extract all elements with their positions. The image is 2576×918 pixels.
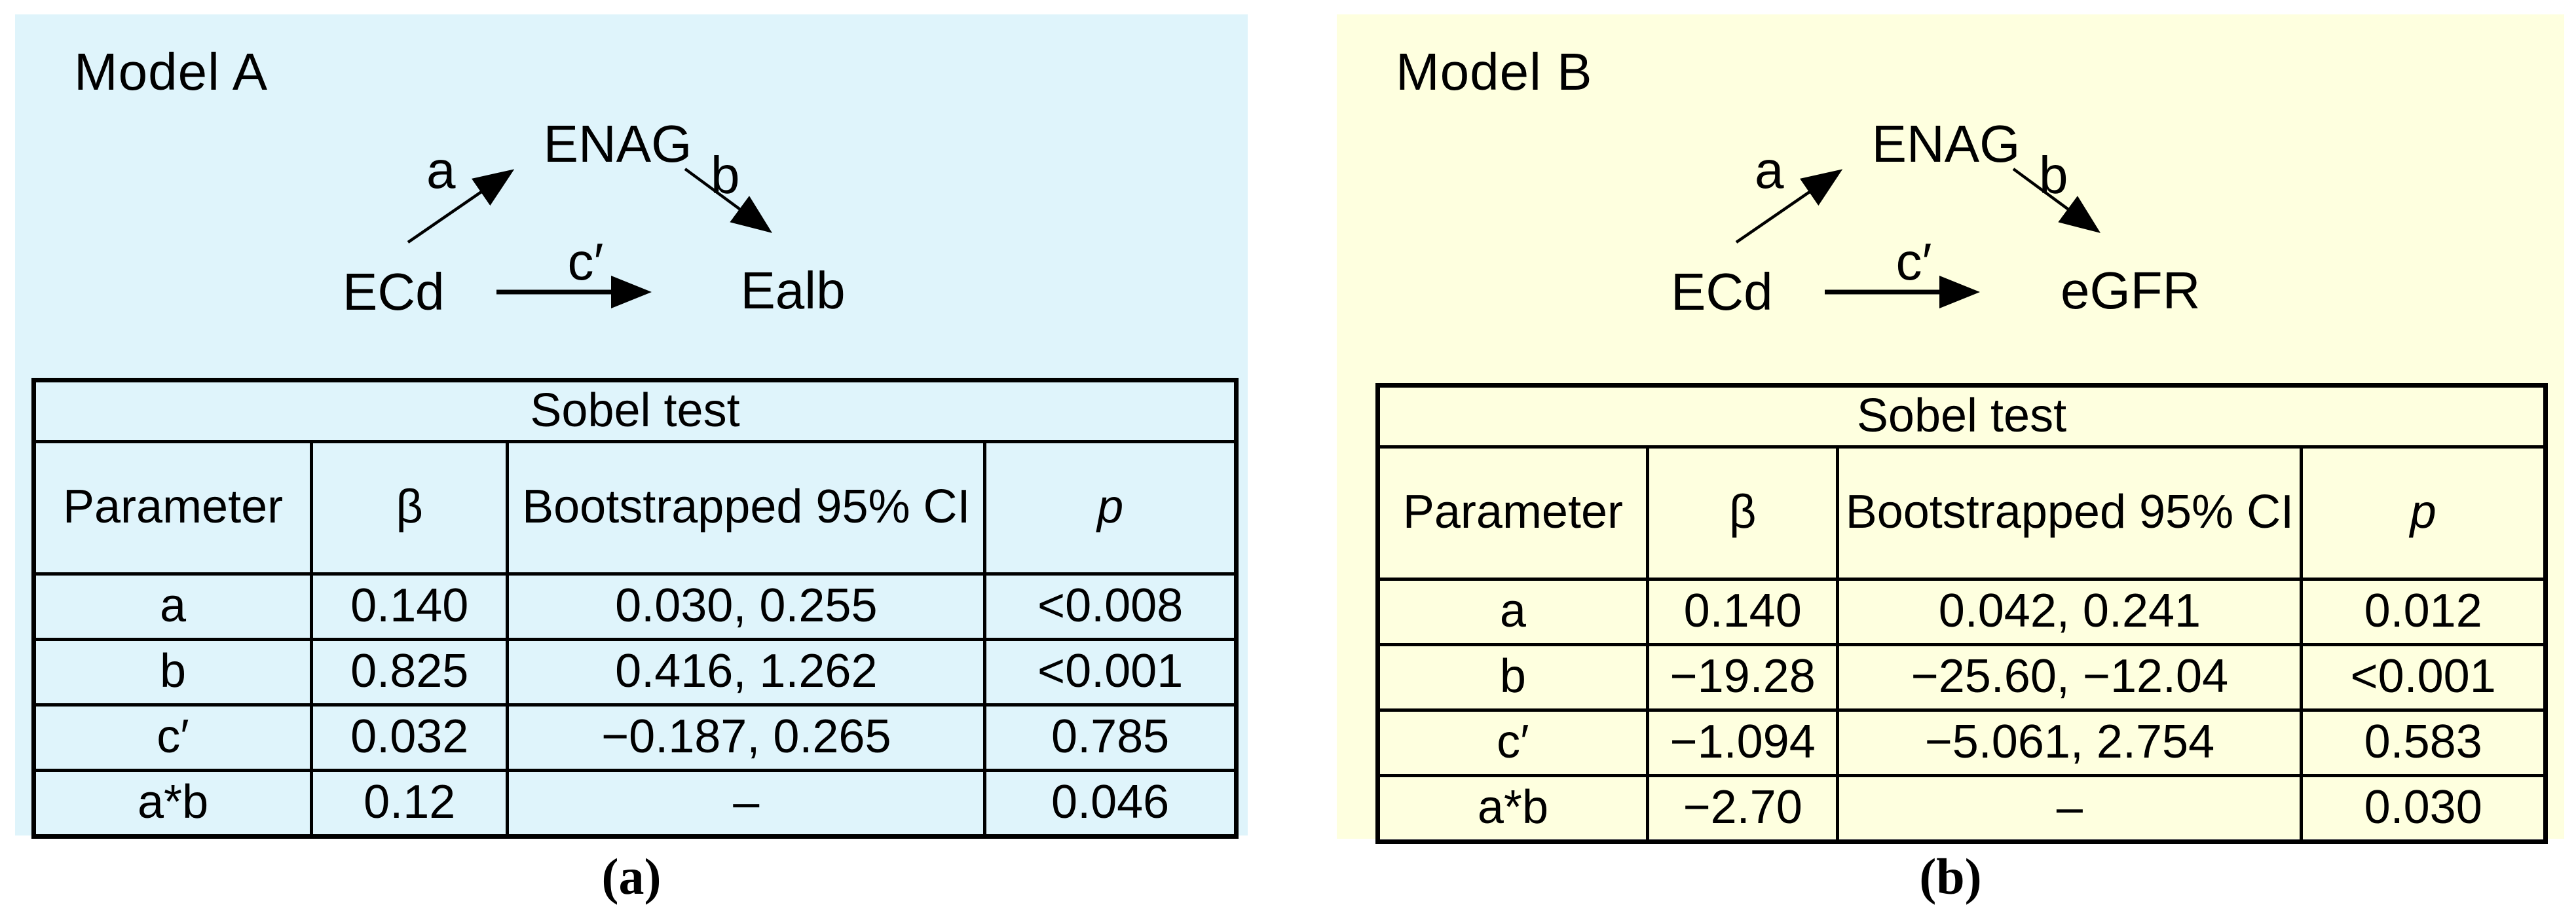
column-header-ci: Bootstrapped 95% CI (1836, 445, 2304, 581)
path-c-label: c′ (567, 232, 604, 291)
table-cell: 0.012 (2300, 577, 2547, 646)
path-a-label: a (1755, 141, 1784, 199)
table-title: Sobel test (1376, 384, 2547, 449)
model-a-panel: Model A ENAG a b c′ ECd Ealb Sobel test … (15, 14, 1248, 839)
column-header-p: p (2300, 445, 2547, 581)
column-header-parameter: Parameter (31, 439, 314, 576)
table-cell: 0.030 (2300, 773, 2547, 843)
sobel-test-table: Sobel test Parameter β Bootstrapped 95% … (1375, 383, 2548, 844)
mediator-node: ENAG (1871, 115, 2021, 173)
table-row: b −19.28 −25.60, −12.04 <0.001 (1376, 642, 2547, 712)
column-header-beta: β (1645, 445, 1840, 581)
table-cell: a*b (1376, 773, 1649, 843)
table-row: a 0.140 0.042, 0.241 0.012 (1376, 577, 2547, 646)
table-row: b 0.825 0.416, 1.262 <0.001 (31, 637, 1238, 707)
column-header-parameter: Parameter (1376, 445, 1649, 581)
table-cell: −0.187, 0.265 (506, 703, 987, 772)
table-row: c′ 0.032 −0.187, 0.265 0.785 (31, 703, 1238, 772)
table-cell: b (31, 637, 314, 707)
table-cell: 0.030, 0.255 (506, 572, 987, 641)
table-header-row: Parameter β Bootstrapped 95% CI p (1376, 445, 2547, 581)
table-cell: 0.12 (310, 768, 510, 838)
table-cell: −2.70 (1645, 773, 1840, 843)
table-cell: b (1376, 642, 1649, 712)
table-row: a*b 0.12 – 0.046 (31, 768, 1238, 838)
table-cell: 0.140 (1645, 577, 1840, 646)
path-b-label: b (2039, 146, 2068, 204)
table-cell: −19.28 (1645, 642, 1840, 712)
figure-caption-a: (a) (601, 848, 662, 905)
mediator-node: ENAG (543, 115, 692, 173)
table-cell: 0.785 (983, 703, 1238, 772)
column-header-p: p (983, 439, 1238, 576)
outcome-node: eGFR (2061, 261, 2201, 320)
figure-caption-b: (b) (1919, 848, 1982, 905)
table-title-row: Sobel test (32, 378, 1238, 443)
table-title: Sobel test (32, 378, 1238, 443)
table-cell: – (1836, 773, 2304, 843)
table-cell: c′ (1376, 708, 1649, 777)
table-row: a 0.140 0.030, 0.255 <0.008 (31, 572, 1238, 641)
path-a-label: a (426, 141, 456, 199)
table-cell: −5.061, 2.754 (1836, 708, 2304, 777)
table-cell: 0.416, 1.262 (506, 637, 987, 707)
table-cell: <0.001 (2300, 642, 2547, 712)
table-cell: a (1376, 577, 1649, 646)
table-header-row: Parameter β Bootstrapped 95% CI p (31, 439, 1238, 576)
table-cell: 0.046 (983, 768, 1238, 838)
table-cell: 0.825 (310, 637, 510, 707)
path-c-label: c′ (1895, 232, 1932, 291)
table-cell: 0.583 (2300, 708, 2547, 777)
table-cell: a (31, 572, 314, 641)
path-a-arrow (1735, 169, 1843, 244)
table-cell: 0.032 (310, 703, 510, 772)
table-cell: 0.140 (310, 572, 510, 641)
table-cell: c′ (31, 703, 314, 772)
table-row: a*b −2.70 – 0.030 (1376, 773, 2547, 843)
panel-title: Model A (74, 43, 269, 101)
path-b-label: b (711, 146, 740, 204)
model-b-panel: Model B ENAG a b c′ ECd eGFR Sobel test … (1337, 14, 2564, 844)
table-cell: −25.60, −12.04 (1836, 642, 2304, 712)
table-title-row: Sobel test (1376, 384, 2547, 449)
table-cell: <0.008 (983, 572, 1238, 641)
exposure-node: ECd (343, 263, 445, 321)
panel-title: Model B (1396, 43, 1593, 101)
path-a-arrow (407, 169, 515, 244)
table-cell: – (506, 768, 987, 838)
table-cell: −1.094 (1645, 708, 1840, 777)
table-cell: 0.042, 0.241 (1836, 577, 2304, 646)
sobel-test-table: Sobel test Parameter β Bootstrapped 95% … (31, 378, 1239, 839)
exposure-node: ECd (1671, 263, 1773, 321)
outcome-node: Ealb (740, 261, 846, 320)
column-header-beta: β (310, 439, 510, 576)
column-header-ci: Bootstrapped 95% CI (506, 439, 987, 576)
table-cell: a*b (31, 768, 314, 838)
table-cell: <0.001 (983, 637, 1238, 707)
table-row: c′ −1.094 −5.061, 2.754 0.583 (1376, 708, 2547, 777)
